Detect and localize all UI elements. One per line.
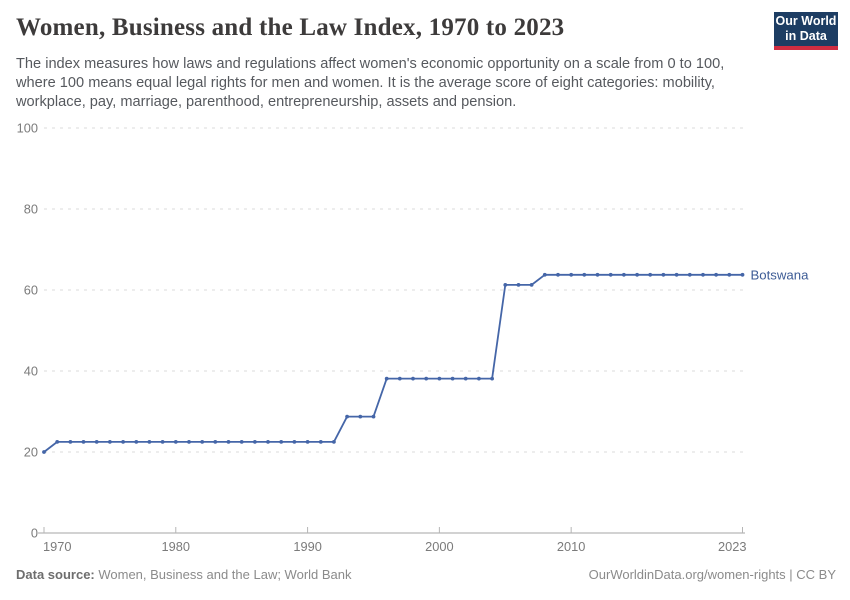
x-tick-label: 2023 (718, 539, 746, 554)
data-point (318, 440, 323, 444)
owid-logo-line2: in Data (785, 29, 827, 43)
data-point (187, 440, 191, 444)
data-source-label: Data source: (16, 567, 95, 582)
rights-note: OurWorldinData.org/women-rights | CC BY (588, 567, 836, 582)
chart-footer: Data source: Women, Business and the Law… (16, 567, 836, 582)
data-point (147, 440, 152, 444)
data-point (437, 376, 442, 381)
data-point (622, 272, 626, 277)
data-point (345, 414, 349, 419)
data-source-text: Women, Business and the Law; World Bank (94, 567, 352, 582)
x-tick-label: 1970 (43, 539, 71, 554)
data-source-note: Data source: Women, Business and the Law… (16, 567, 352, 582)
data-point (714, 272, 718, 277)
data-point (42, 450, 46, 454)
data-point (477, 376, 481, 381)
data-point (292, 440, 297, 444)
data-point (635, 272, 639, 277)
data-point (134, 440, 139, 444)
data-point (239, 440, 244, 444)
y-tick-label: 80 (24, 202, 38, 217)
x-tick-label: 2010 (557, 539, 585, 554)
data-point (160, 440, 165, 444)
data-point (81, 440, 86, 444)
owid-logo: Our World in Data (774, 12, 838, 50)
data-point (490, 376, 494, 381)
data-point (582, 272, 587, 277)
x-tick-label: 1980 (162, 539, 190, 554)
x-tick-label: 1990 (293, 539, 321, 554)
y-tick-label: 60 (24, 283, 38, 298)
data-point (608, 272, 613, 277)
data-point (397, 376, 402, 381)
data-point (55, 440, 60, 444)
page-title: Women, Business and the Law Index, 1970 … (16, 14, 565, 41)
data-point (173, 440, 178, 444)
y-tick-label: 40 (24, 364, 38, 379)
data-line (43, 273, 744, 453)
data-point (371, 414, 376, 419)
data-point (253, 440, 257, 444)
data-point (200, 440, 205, 444)
data-point (108, 440, 112, 444)
data-point (384, 376, 389, 381)
data-point (529, 283, 534, 287)
data-point (516, 283, 521, 287)
y-tick-label: 0 (31, 526, 38, 541)
data-point (121, 440, 125, 444)
data-point (411, 376, 415, 381)
data-point (674, 272, 679, 277)
data-point (94, 440, 99, 444)
data-point (556, 272, 560, 277)
x-tick-label: 2000 (425, 539, 453, 554)
series-end-label: Botswana (751, 267, 810, 282)
chart-subtitle: The index measures how laws and regulati… (16, 56, 725, 110)
data-point (424, 376, 429, 381)
data-point (687, 272, 692, 277)
data-point (450, 376, 455, 381)
data-point (503, 283, 508, 287)
y-tick-label: 20 (24, 445, 38, 460)
data-point (701, 272, 705, 277)
data-point (661, 272, 666, 277)
y-tick-label: 100 (17, 121, 38, 136)
data-point (740, 272, 745, 277)
data-point (648, 272, 653, 277)
data-point (226, 440, 231, 444)
data-point (542, 272, 547, 277)
data-point (332, 440, 336, 444)
data-point (727, 272, 732, 277)
data-point (305, 440, 310, 444)
data-point (68, 440, 73, 444)
data-point (569, 272, 574, 277)
data-point (266, 440, 270, 444)
data-point (213, 440, 218, 444)
data-point (358, 414, 363, 419)
data-point (279, 440, 284, 444)
data-point (595, 272, 600, 277)
owid-logo-line1: Our World (775, 14, 837, 28)
data-point (463, 376, 468, 381)
